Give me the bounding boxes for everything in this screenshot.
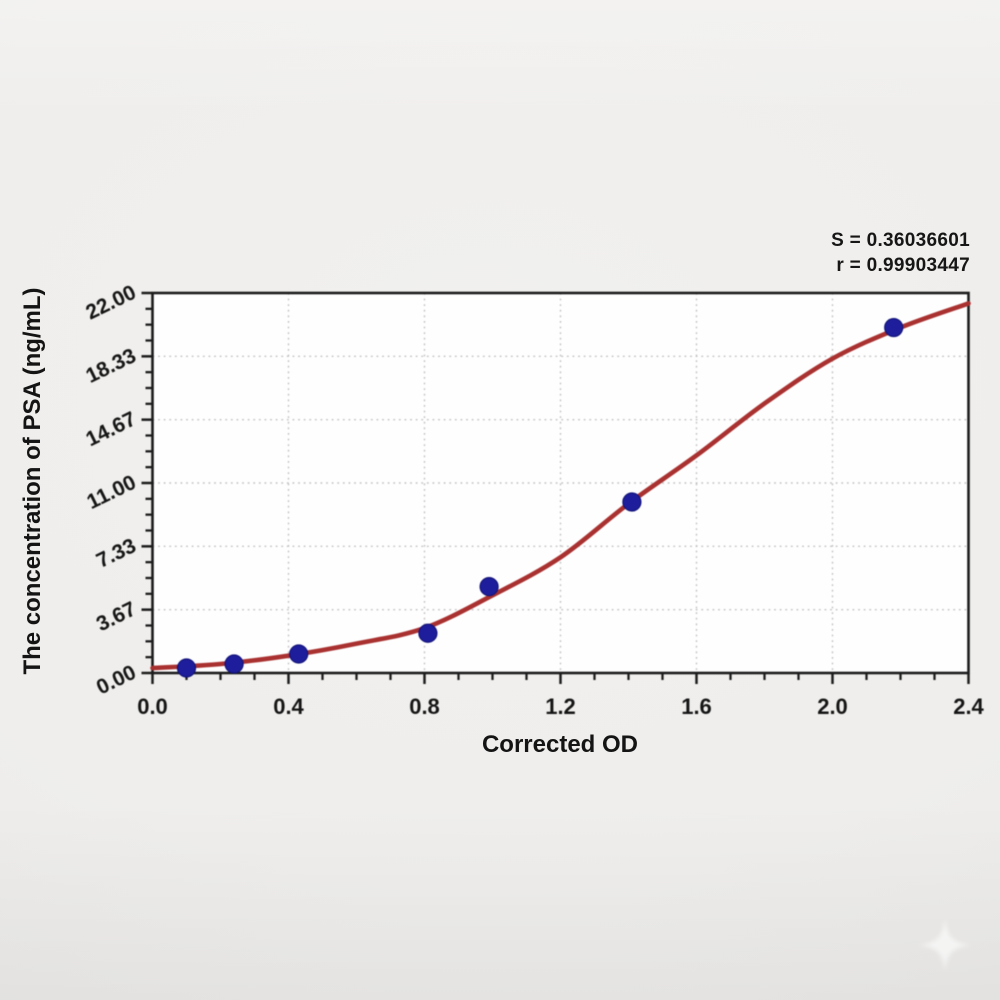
data-point <box>884 317 904 338</box>
y-tick-label: 3.67 <box>93 597 140 636</box>
fit-curve <box>150 301 971 671</box>
x-tick-label: 0.0 <box>137 694 168 719</box>
x-tick-label: 2.0 <box>817 694 848 719</box>
r-value: r = 0.99903447 <box>836 255 970 276</box>
y-tick-label: 11.00 <box>83 471 139 514</box>
x-tick-label: 1.6 <box>681 694 712 719</box>
y-tick-label: 22.00 <box>82 281 139 325</box>
data-point <box>176 658 197 678</box>
data-point <box>224 654 244 674</box>
x-tick-label: 2.4 <box>953 694 984 719</box>
y-tick-label: 7.33 <box>93 534 140 573</box>
data-point <box>479 577 499 597</box>
plot-frame <box>151 291 970 675</box>
x-tick-label: 0.4 <box>273 694 304 719</box>
sparkle-icon <box>918 918 972 972</box>
y-tick-label: 14.67 <box>82 407 139 451</box>
x-axis-title: Corrected OD <box>481 731 639 758</box>
y-axis-title: The concentration of PSA (ng/mL) <box>19 287 46 675</box>
data-point <box>418 623 438 643</box>
data-point <box>622 492 642 512</box>
y-tick-label: 18.33 <box>82 344 139 388</box>
y-tick-label: 0.00 <box>93 661 140 700</box>
x-tick-label: 1.2 <box>545 694 576 719</box>
data-point <box>289 644 309 664</box>
x-tick-label: 0.8 <box>409 694 440 719</box>
fit-statistics: S = 0.36036601 r = 0.99903447 <box>831 228 970 278</box>
s-value: S = 0.36036601 <box>831 230 970 251</box>
